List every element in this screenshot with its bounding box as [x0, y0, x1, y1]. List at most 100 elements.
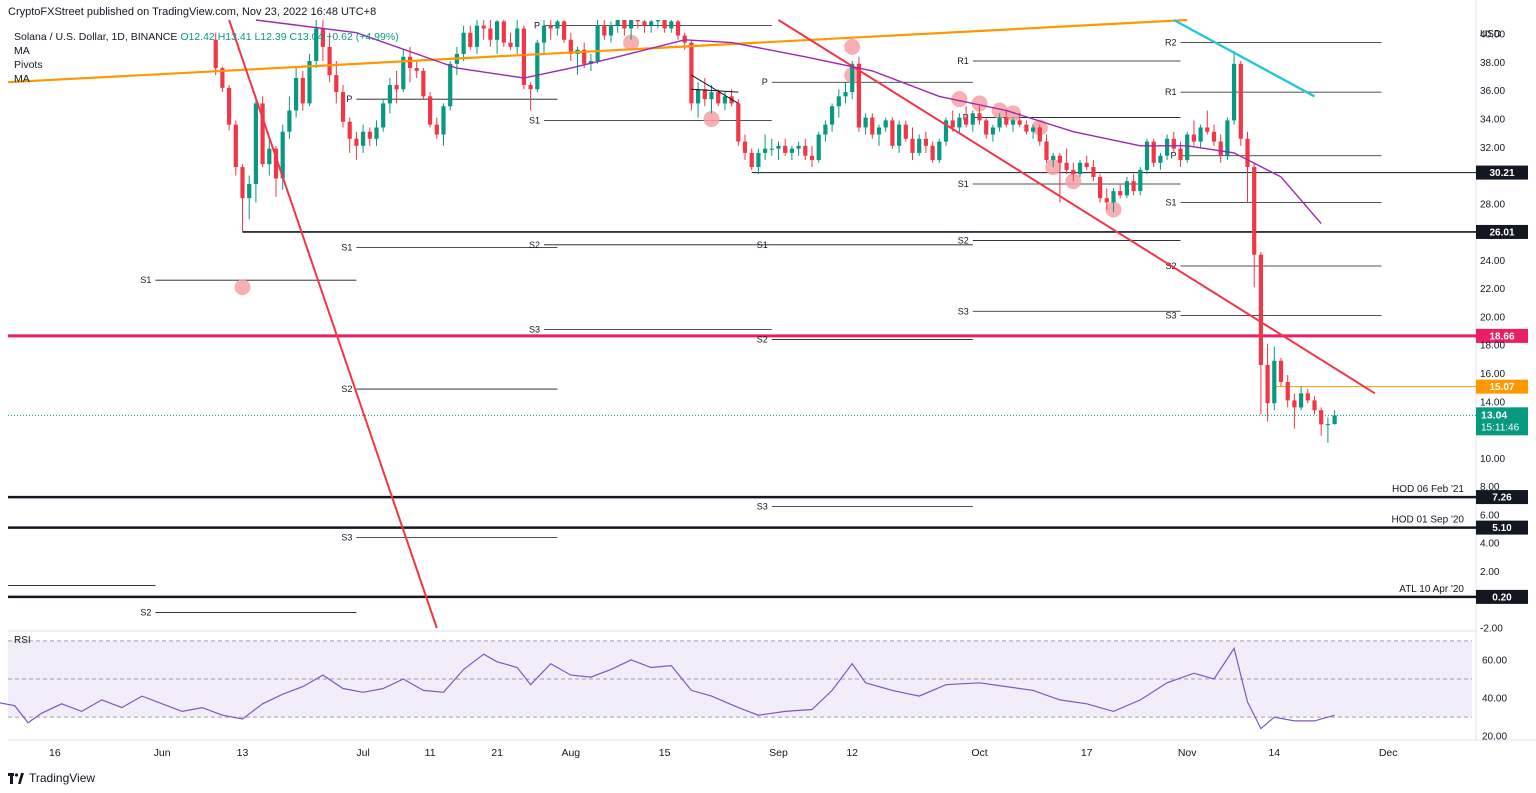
level-note: HOD 06 Feb '21: [1392, 484, 1464, 495]
candle-body: [354, 138, 359, 146]
price-tick-label: 28.00: [1480, 199, 1505, 210]
candle-body: [1238, 63, 1243, 139]
candle-body: [1205, 127, 1210, 132]
ma-cyan: [1173, 18, 1316, 98]
candle-body: [1024, 124, 1029, 132]
candle-body: [1305, 393, 1310, 401]
pivot-label: S2: [529, 240, 540, 250]
candle-body: [682, 35, 687, 43]
candle-body: [247, 184, 252, 199]
time-tick-label: Jul: [356, 747, 369, 759]
candle-body: [977, 113, 982, 121]
level-tag-label: 30.21: [1489, 168, 1514, 179]
candle-body: [783, 145, 788, 153]
candle-body: [1158, 155, 1163, 163]
candle-body: [461, 32, 466, 54]
tradingview-logo-icon: [8, 772, 24, 784]
price-tick-label: 34.00: [1480, 114, 1505, 125]
price-tick-label: 8.00: [1480, 482, 1500, 493]
candle-body: [287, 110, 292, 132]
trendline-red: [777, 19, 1376, 395]
level-tag: [1476, 165, 1528, 180]
pivot-label: S2: [341, 384, 352, 394]
level-tag: [1476, 520, 1528, 535]
candle-body: [421, 70, 426, 97]
time-tick-label: Aug: [561, 747, 580, 759]
level-note: HOD 01 Sep '20: [1391, 515, 1464, 526]
candle-body: [756, 152, 761, 168]
candle-body: [709, 92, 714, 100]
candle-body: [481, 25, 486, 29]
candle-body: [1325, 424, 1330, 426]
candle-body: [1044, 141, 1049, 160]
candle-body: [1232, 63, 1237, 121]
time-tick-label: Oct: [971, 747, 987, 759]
candle-body: [582, 49, 587, 64]
candle-body: [1211, 131, 1217, 142]
level-tag: [1476, 224, 1528, 239]
pivot-label: S2: [958, 236, 969, 246]
candle-body: [1138, 169, 1143, 192]
candle-body: [1299, 393, 1304, 408]
legend-indicator-ma-1[interactable]: MA: [14, 45, 30, 57]
candle-body: [970, 113, 975, 125]
candle-body: [548, 25, 553, 29]
candle-body: [1077, 162, 1083, 175]
candle-body: [1057, 155, 1062, 163]
candle-body: [830, 106, 835, 125]
candle-body: [1051, 155, 1056, 160]
pivot-label: S1: [341, 243, 352, 253]
legend-indicator-pivots[interactable]: Pivots: [14, 59, 43, 71]
candle-body: [414, 68, 419, 71]
candle-body: [763, 148, 768, 153]
candle-body: [1084, 162, 1089, 168]
pivot-label: P: [1170, 151, 1176, 161]
grid: [8, 0, 1536, 741]
footer[interactable]: TradingView: [8, 771, 95, 785]
candle-body: [622, 20, 627, 29]
candle-body: [1064, 162, 1069, 170]
legend-indicator-ma-2[interactable]: MA: [14, 73, 30, 85]
candle-body: [1218, 141, 1223, 156]
candle-body: [662, 20, 667, 29]
candle-body: [441, 106, 446, 135]
price-tick-label: 20.00: [1480, 312, 1505, 323]
level-tag-label: 7.26: [1492, 493, 1512, 504]
candle-body: [602, 25, 607, 36]
candle-body: [997, 117, 1002, 128]
candles: [213, 20, 1337, 443]
candle-body: [407, 56, 413, 69]
candle-body: [521, 28, 526, 86]
candle-body: [655, 20, 660, 22]
level-tag: [1476, 490, 1528, 505]
level-tag: [1476, 328, 1528, 343]
rsi-label: RSI: [14, 635, 31, 646]
pivot-label: S1: [140, 275, 151, 285]
candle-body: [1131, 181, 1136, 192]
pivot-label: R2: [1165, 38, 1177, 48]
level-tag: [1476, 379, 1528, 394]
level-note: ATL 10 Apr '20: [1399, 584, 1464, 595]
time-tick-label: 17: [1081, 747, 1093, 759]
candle-body: [883, 120, 888, 128]
candle-body: [1258, 254, 1263, 366]
time-axis[interactable]: 16 Jun 13 Jul 11 21 Aug 15 Sep 12 Oct 17 Nov 14 Dec: [49, 747, 1397, 759]
candle-body: [930, 145, 935, 160]
pivot-label: S2: [757, 335, 768, 345]
legend-symbol-row[interactable]: Solana / U.S. Dollar, 1D, BINANCE O12.42…: [14, 30, 399, 44]
candle-body: [1292, 400, 1297, 408]
candle-body: [843, 92, 848, 97]
time-tick-label: 14: [1268, 747, 1280, 759]
candle-body: [876, 127, 882, 135]
candle-body: [220, 68, 225, 88]
candle-body: [595, 25, 600, 62]
candle-body: [1319, 410, 1324, 425]
candle-body: [635, 20, 640, 22]
candle-body: [515, 28, 520, 47]
candle-body: [233, 124, 238, 168]
candle-body: [917, 138, 922, 153]
candle-body: [649, 21, 654, 26]
price-tick-label: 2.00: [1480, 567, 1500, 578]
